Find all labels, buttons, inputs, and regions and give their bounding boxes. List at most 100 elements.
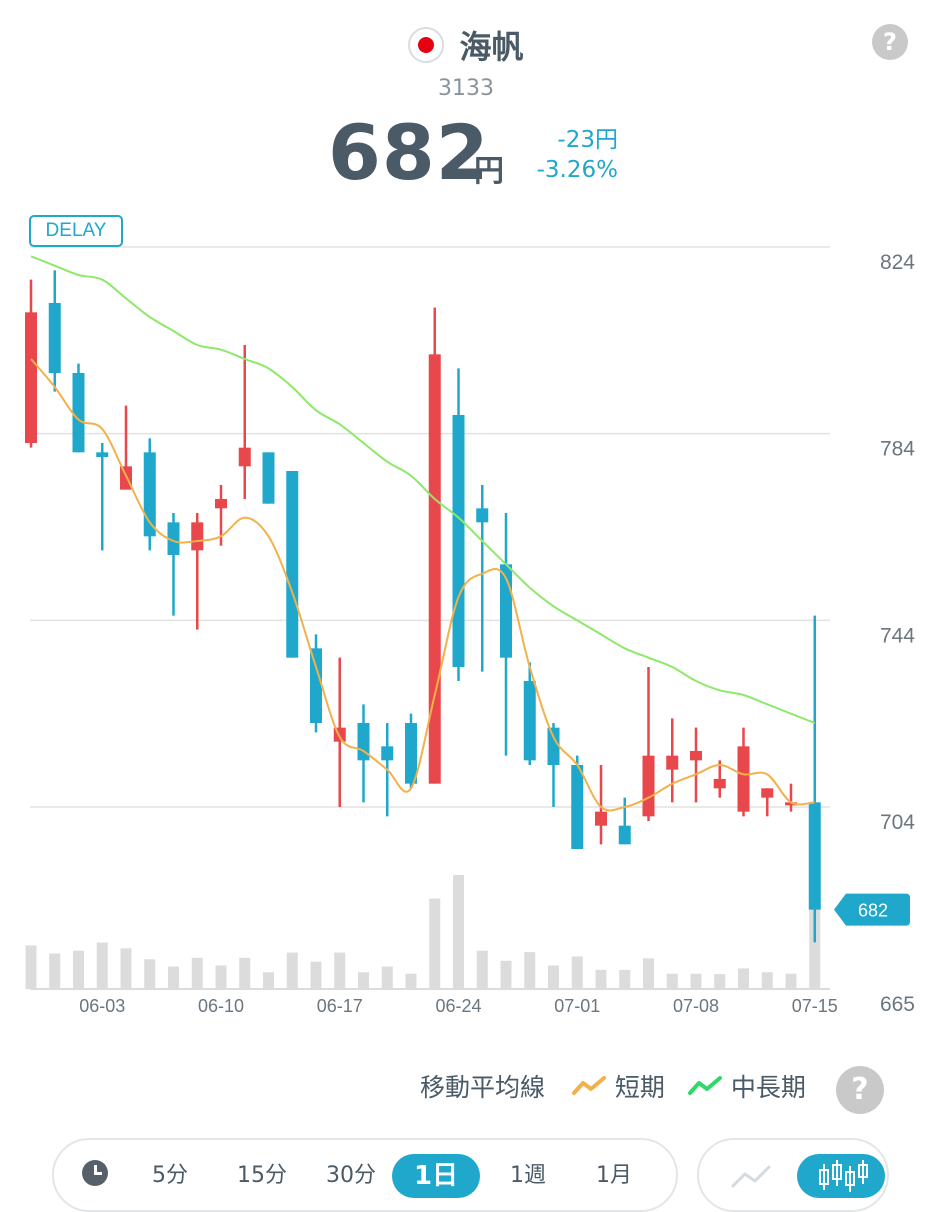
volume-bar <box>120 948 132 989</box>
moving-average-legend: 移動平均線 短期 中長期 <box>420 1068 806 1112</box>
candle-body <box>262 452 275 504</box>
volume-bar <box>49 953 61 989</box>
candle-body <box>48 303 61 373</box>
candle-body <box>72 373 85 453</box>
volume-bar <box>381 966 393 989</box>
line-chart-icon <box>731 1165 771 1188</box>
candle-body <box>761 788 774 798</box>
period-5min[interactable]: 5分 <box>152 1163 188 1188</box>
candle-body <box>476 508 489 523</box>
volume-bar <box>310 961 322 989</box>
delay-badge: DELAY <box>29 215 123 247</box>
price-change: -23円 <box>557 127 618 153</box>
volume-bar <box>73 950 84 989</box>
period-15min[interactable]: 15分 <box>237 1163 287 1188</box>
volume-bar <box>286 952 298 989</box>
candle-body <box>167 522 180 555</box>
current-price-tag <box>834 893 910 926</box>
period-1month[interactable]: 1月 <box>596 1163 632 1188</box>
volume-bar <box>643 958 654 989</box>
volume-bar <box>215 965 227 989</box>
candle-body <box>666 755 679 770</box>
candle-body <box>690 751 702 761</box>
candle-body <box>25 312 37 443</box>
x-tick-label: 06-17 <box>317 996 363 1016</box>
ma-short-line <box>30 358 815 812</box>
short-term-line-icon <box>571 1076 606 1095</box>
period-30min[interactable]: 30分 <box>326 1163 376 1188</box>
x-tick-label: 07-08 <box>673 996 719 1016</box>
volume-bar <box>25 945 37 989</box>
y-tick-label: 784 <box>880 438 915 461</box>
volume-bar <box>548 965 559 989</box>
clock-icon <box>82 1160 108 1186</box>
volume-bar <box>405 973 417 989</box>
candle-body <box>310 648 322 723</box>
volume-bar <box>524 952 536 989</box>
long-term-line-icon <box>687 1076 722 1095</box>
x-tick-label: 07-01 <box>554 996 600 1016</box>
volume-bar <box>191 957 203 989</box>
candle-body <box>405 723 417 784</box>
volume-bar <box>595 969 607 989</box>
help-icon[interactable]: ? <box>872 24 908 60</box>
candle-body <box>642 755 655 817</box>
candle-body <box>357 723 370 761</box>
legend-title: 移動平均線 <box>420 1073 546 1102</box>
volume-bar <box>761 972 773 989</box>
current-price: 682 <box>328 108 490 197</box>
stock-name: 海帆 <box>459 28 524 66</box>
volume-bar <box>785 973 797 989</box>
candle-body <box>737 746 750 812</box>
y-tick-label: 665 <box>880 993 915 1016</box>
candle-body <box>428 354 441 784</box>
candlestick-chart[interactable]: 824 784 744 704 665 06-03 06-10 06-17 06-24 07-01… <box>0 200 932 1040</box>
stock-header: 海帆 ? 3133 682 円 -23円 -3.26% <box>0 0 932 200</box>
current-price-tag-label: 682 <box>858 901 888 921</box>
candle-body <box>452 415 465 667</box>
volume-bar <box>476 950 488 989</box>
candle-body <box>618 825 631 845</box>
candle-body <box>215 499 227 509</box>
volume-bar <box>738 968 749 989</box>
legend-short: 短期 <box>614 1073 665 1102</box>
period-1week[interactable]: 1週 <box>510 1163 546 1188</box>
volume-bar <box>168 966 179 989</box>
volume-bar <box>96 942 108 989</box>
x-tick-label: 06-24 <box>435 996 481 1016</box>
volume-bar <box>690 973 702 989</box>
candle-body <box>523 681 536 761</box>
candle-body <box>571 765 584 849</box>
volume-bar <box>144 959 156 989</box>
period-selector: 5分 15分 30分 1日 1週 1月 <box>52 1138 678 1212</box>
candlestick-icon <box>819 1160 868 1192</box>
line-chart-button[interactable] <box>715 1154 787 1198</box>
candlestick-button[interactable] <box>797 1154 885 1198</box>
candle-body <box>547 727 560 765</box>
y-tick-label: 744 <box>880 624 915 647</box>
volume-bar <box>619 969 631 989</box>
candle-body <box>713 779 726 789</box>
candle-body <box>595 811 607 826</box>
legend-long: 中長期 <box>730 1073 806 1102</box>
volume-bar <box>571 956 583 989</box>
candle-body <box>286 471 299 658</box>
ma-long-line <box>30 255 816 724</box>
volume-bar <box>453 875 464 989</box>
volume-bar <box>429 898 441 989</box>
legend-help-icon[interactable]: ? <box>836 1066 884 1114</box>
y-tick-label: 824 <box>880 251 915 274</box>
volume-bar <box>358 972 369 989</box>
chart-type-selector <box>697 1138 889 1212</box>
x-tick-label: 06-03 <box>79 996 125 1016</box>
price-change-percent: -3.26% <box>536 157 618 183</box>
japan-flag-icon <box>408 27 445 63</box>
candle-body <box>143 452 156 537</box>
candle-body <box>381 746 394 761</box>
price-unit: 円 <box>474 154 504 189</box>
volume-bar <box>714 974 726 989</box>
y-tick-label: 704 <box>880 811 915 834</box>
candle-body <box>191 522 204 551</box>
period-1day[interactable]: 1日 <box>392 1154 480 1198</box>
x-tick-label: 06-10 <box>198 996 244 1016</box>
